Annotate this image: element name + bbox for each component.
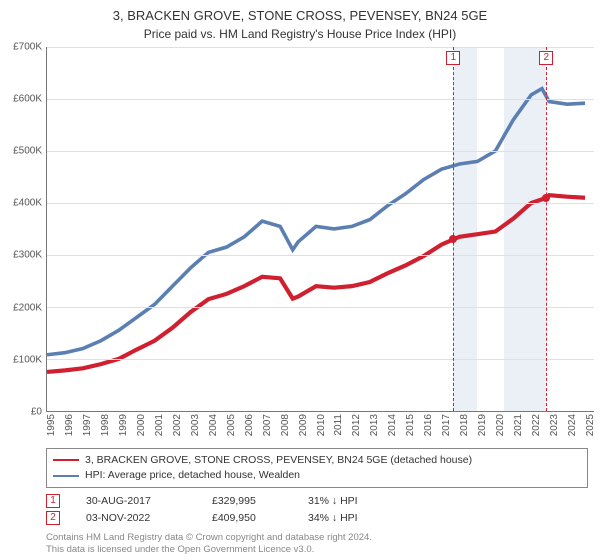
sales-row-date: 30-AUG-2017 [86,495,186,507]
sale-dot [542,194,550,202]
x-tick-label: 2004 [208,414,219,436]
x-tick-label: 2013 [369,414,380,436]
x-tick-label: 2009 [298,414,309,436]
sales-row-price: £409,950 [212,512,282,524]
x-axis: 1995 1996 1997 1998 1999 2000 2001 2002 2003 2004… [6,412,594,446]
x-tick-label: 1995 [46,414,57,436]
y-axis: £0£100K£200K£300K£400K£500K£600K£700K [6,47,46,412]
line-layer [47,47,594,411]
sales-table: 1 30-AUG-2017 £329,995 31% ↓ HPI 2 03-NOV-202… [46,494,588,528]
y-tick-label: £200K [13,302,42,313]
x-tick-label: 1996 [64,414,75,436]
legend-item: 3, BRACKEN GROVE, STONE CROSS, PEVENSEY,… [53,453,581,468]
y-tick-label: £300K [13,250,42,261]
x-tick-label: 2008 [280,414,291,436]
sale-marker-1: 1 [446,51,460,65]
series-hpi [47,88,585,354]
gridline-h [47,203,594,204]
gridline-h [47,255,594,256]
gridline-h [47,151,594,152]
sale-dot [449,235,457,243]
sales-row-delta: 31% ↓ HPI [308,495,358,507]
legend-item: HPI: Average price, detached house, Weal… [53,468,581,483]
x-axis-labels: 1995 1996 1997 1998 1999 2000 2001 2002 2003 2004… [46,412,594,446]
y-tick-label: £600K [13,94,42,105]
license-line-1: Contains HM Land Registry data © Crown c… [46,532,588,544]
gridline-h [47,307,594,308]
x-tick-label: 2020 [495,414,506,436]
sales-row-price: £329,995 [212,495,282,507]
legend-swatch [53,475,79,477]
y-tick-label: £100K [13,354,42,365]
x-tick-label: 2024 [567,414,578,436]
legend: 3, BRACKEN GROVE, STONE CROSS, PEVENSEY,… [46,448,588,488]
gridline-h [47,47,594,48]
x-tick-label: 2018 [459,414,470,436]
y-tick-label: £700K [13,41,42,52]
x-tick-label: 1999 [118,414,129,436]
gridline-h [47,359,594,360]
license-line-2: This data is licensed under the Open Gov… [46,544,588,556]
sales-row-delta: 34% ↓ HPI [308,512,358,524]
x-tick-label: 2000 [136,414,147,436]
sales-row-marker: 2 [46,511,60,525]
x-tick-label: 2025 [585,414,596,436]
x-tick-label: 2016 [423,414,434,436]
sales-row: 1 30-AUG-2017 £329,995 31% ↓ HPI [46,494,588,508]
legend-label: 3, BRACKEN GROVE, STONE CROSS, PEVENSEY,… [85,453,472,468]
sales-row: 2 03-NOV-2022 £409,950 34% ↓ HPI [46,511,588,525]
series-price_paid [47,195,585,372]
x-tick-label: 2003 [190,414,201,436]
sales-row-date: 03-NOV-2022 [86,512,186,524]
x-tick-label: 2012 [351,414,362,436]
chart-subtitle: Price paid vs. HM Land Registry's House … [6,27,594,41]
sale-vline [453,47,454,411]
x-tick-label: 2007 [262,414,273,436]
x-tick-label: 2010 [316,414,327,436]
x-tick-label: 2005 [226,414,237,436]
x-tick-label: 2001 [154,414,165,436]
x-tick-label: 2023 [549,414,560,436]
y-tick-label: £400K [13,198,42,209]
x-tick-label: 2022 [531,414,542,436]
x-tick-label: 2006 [244,414,255,436]
x-tick-label: 2019 [477,414,488,436]
x-tick-label: 2011 [333,414,344,436]
chart-area: £0£100K£200K£300K£400K£500K£600K£700K 12 [6,47,594,412]
x-tick-label: 2021 [513,414,524,436]
legend-swatch [53,459,79,461]
sales-row-marker: 1 [46,494,60,508]
sale-marker-2: 2 [539,51,553,65]
y-tick-label: £500K [13,146,42,157]
sale-vline [546,47,547,411]
y-tick-label: £0 [31,406,42,417]
plot-region: 12 [46,47,594,412]
x-tick-label: 1998 [100,414,111,436]
x-tick-label: 1997 [82,414,93,436]
x-tick-label: 2015 [405,414,416,436]
x-tick-label: 2002 [172,414,183,436]
gridline-h [47,99,594,100]
license-text: Contains HM Land Registry data © Crown c… [46,532,588,556]
x-tick-label: 2014 [387,414,398,436]
chart-title: 3, BRACKEN GROVE, STONE CROSS, PEVENSEY,… [6,8,594,25]
legend-label: HPI: Average price, detached house, Weal… [85,468,300,483]
x-tick-label: 2017 [441,414,452,436]
